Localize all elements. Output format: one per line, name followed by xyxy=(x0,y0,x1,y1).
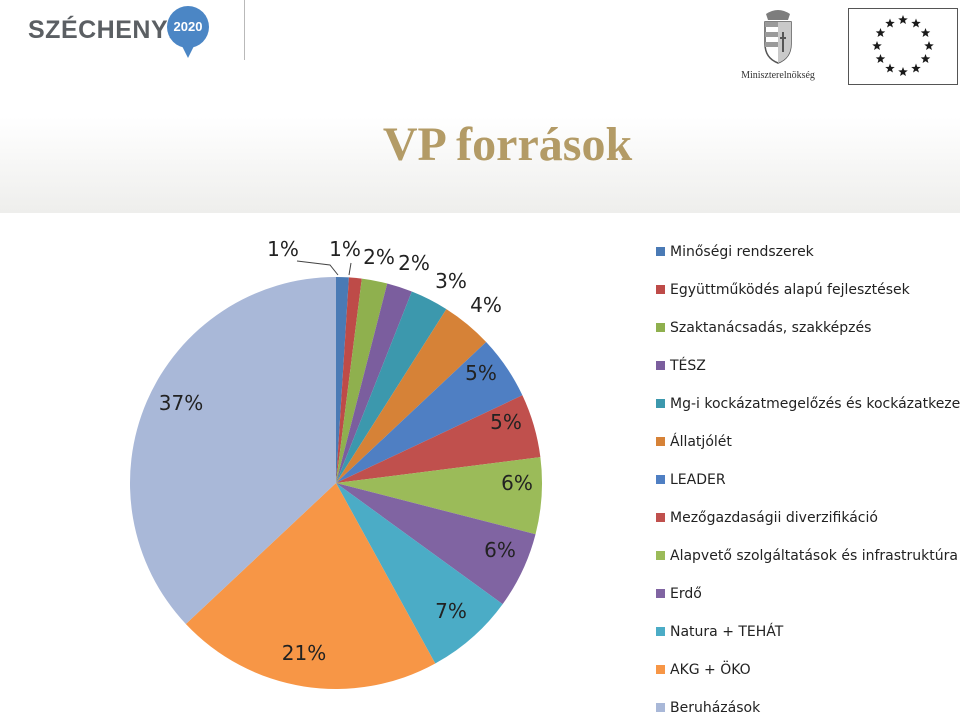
pie-data-label: 2% xyxy=(398,251,430,275)
legend-swatch xyxy=(656,437,665,446)
eu-flag-logo xyxy=(848,8,958,85)
legend-label: Natura + TEHÁT xyxy=(670,624,784,640)
eu-star-icon xyxy=(924,41,934,51)
pie-data-label: 4% xyxy=(470,293,502,317)
pie-slice xyxy=(336,395,541,483)
pie-slice xyxy=(336,278,388,483)
szechenyi-brand-text: SZÉCHENYI xyxy=(28,16,176,44)
eu-star-icon xyxy=(920,28,931,38)
eu-star-icon xyxy=(875,54,886,64)
pie-slice xyxy=(185,483,436,690)
pie-slice xyxy=(336,291,447,483)
legend-swatch xyxy=(656,247,665,256)
pie-slice xyxy=(336,277,362,483)
pie-data-label: 2% xyxy=(363,245,395,269)
pie-data-label: 5% xyxy=(465,361,497,385)
pie-data-label: 5% xyxy=(490,410,522,434)
pie-slice xyxy=(129,277,336,625)
eu-stars-icon xyxy=(872,15,934,77)
pie-data-label: 7% xyxy=(435,599,467,623)
legend-label: AKG + ÖKO xyxy=(670,662,751,678)
legend-swatch xyxy=(656,513,665,522)
legend-swatch xyxy=(656,589,665,598)
eu-star-icon xyxy=(911,63,921,73)
eu-star-icon xyxy=(898,67,908,77)
legend-swatch xyxy=(656,399,665,408)
eu-star-icon xyxy=(872,41,882,51)
legend-label: Erdő xyxy=(670,586,702,602)
legend-label: Beruházások xyxy=(670,700,761,716)
legend-swatch xyxy=(656,361,665,370)
data-label-leader-line xyxy=(296,260,339,276)
pie-slice xyxy=(336,457,543,535)
eu-star-icon xyxy=(911,18,921,28)
legend-label: Szaktanácsadás, szakképzés xyxy=(670,320,872,336)
pie-data-label: 1% xyxy=(267,237,299,261)
legend-label: Mg-i kockázatmegelőzés és kockázatkezelé… xyxy=(670,396,960,412)
eu-star-icon xyxy=(920,54,931,64)
pie-data-label: 21% xyxy=(282,641,326,665)
pie-slice xyxy=(336,483,536,605)
header-divider xyxy=(244,0,245,60)
eu-star-icon xyxy=(885,18,895,28)
eu-star-icon xyxy=(898,15,908,25)
legend-swatch xyxy=(656,627,665,636)
legend-label: Alapvető szolgáltatások és infrastruktúr… xyxy=(670,548,958,564)
pie-slice xyxy=(336,277,349,483)
legend-swatch xyxy=(656,475,665,484)
page-title: VP források xyxy=(382,118,633,171)
pie-slice xyxy=(336,309,487,483)
header-band xyxy=(0,0,960,213)
legend-label: TÉSZ xyxy=(670,358,706,374)
pie-data-label: 1% xyxy=(329,237,361,261)
hungarian-coat-of-arms-icon xyxy=(764,10,792,64)
pie-chart: 1% 1% 2% 2%3%4%5%5%6%6%7%21%37% xyxy=(129,237,543,690)
eu-star-icon xyxy=(875,28,886,38)
legend-swatch xyxy=(656,665,665,674)
szechenyi-year-badge: 2020 xyxy=(167,6,209,48)
pie-data-label: 6% xyxy=(484,538,516,562)
pie-slice xyxy=(336,341,523,483)
legend-label: Mezőgazdaságii diverzifikáció xyxy=(670,510,878,526)
pie-slice xyxy=(336,483,503,664)
szechenyi-2020-logo: SZÉCHENYI 2020 xyxy=(28,4,209,64)
ministry-label: Miniszterelnökség xyxy=(741,70,815,81)
pie-slice xyxy=(336,283,412,483)
legend-swatch xyxy=(656,285,665,294)
legend-swatch xyxy=(656,703,665,712)
legend-label: Együttműködés alapú fejlesztések xyxy=(670,282,910,298)
data-label-leader-line xyxy=(348,262,352,276)
legend-label: Minőségi rendszerek xyxy=(670,244,814,260)
legend-label: LEADER xyxy=(670,472,726,488)
pie-data-label: 37% xyxy=(159,391,203,415)
legend-swatch xyxy=(656,551,665,560)
pie-data-label: 6% xyxy=(501,471,533,495)
legend-swatch xyxy=(656,323,665,332)
ministry-logo: Miniszterelnökség xyxy=(722,8,834,88)
eu-star-icon xyxy=(885,63,895,73)
legend-label: Állatjólét xyxy=(670,434,732,450)
pie-data-label: 3% xyxy=(435,269,467,293)
